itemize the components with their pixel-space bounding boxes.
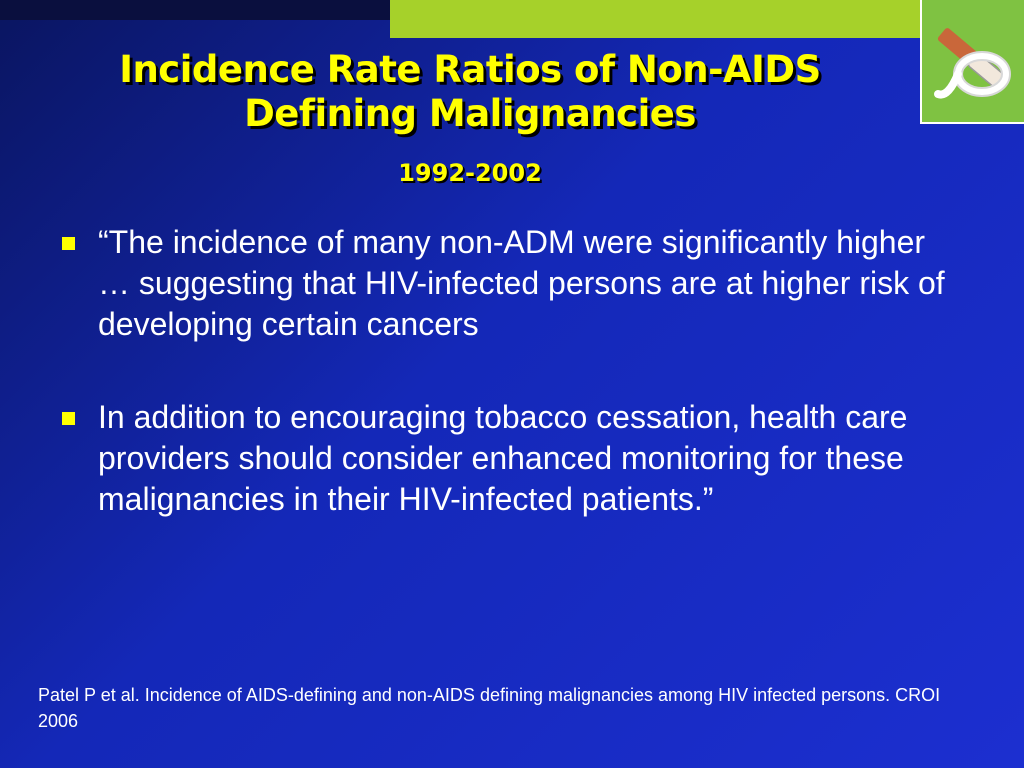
slide-subtitle: 1992-2002	[398, 159, 542, 187]
top-decorative-bar-dark	[0, 0, 390, 20]
slide-title: Incidence Rate Ratios of Non-AIDS Defini…	[119, 48, 821, 135]
logo	[920, 0, 1024, 124]
bullet-text: “The incidence of many non-ADM were sign…	[98, 224, 945, 342]
bullet-item: “The incidence of many non-ADM were sign…	[58, 222, 958, 345]
bullet-list: “The incidence of many non-ADM were sign…	[58, 222, 958, 572]
citation: Patel P et al. Incidence of AIDS-definin…	[38, 685, 941, 731]
top-decorative-bar-green	[390, 0, 920, 38]
no-smoking-cigarette-icon	[934, 28, 1011, 99]
bullet-text: In addition to encouraging tobacco cessa…	[98, 399, 908, 517]
bullet-item: In addition to encouraging tobacco cessa…	[58, 397, 958, 520]
square-bullet-icon	[62, 412, 75, 425]
square-bullet-icon	[62, 237, 75, 250]
